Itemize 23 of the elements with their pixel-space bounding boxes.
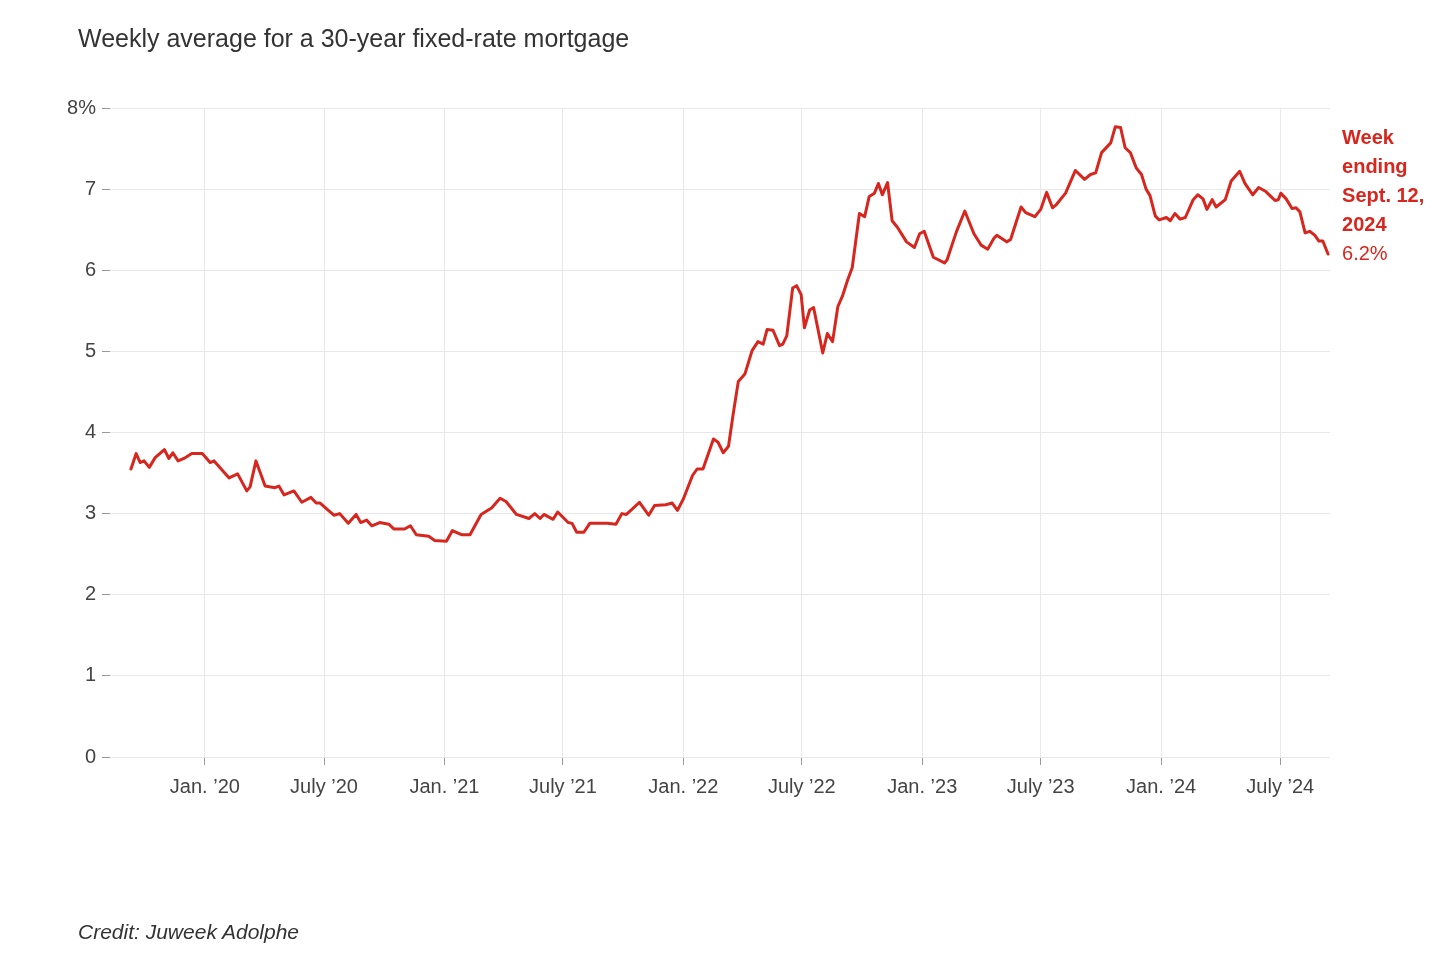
x-tick-label: July ’22 [767, 774, 836, 797]
x-tick-label: July ’24 [1246, 774, 1315, 797]
text: Credit: Juweek Adolphe [78, 920, 300, 944]
x-tick-label: July ’20 [290, 774, 358, 797]
data-label: 6.2% [1342, 241, 1388, 264]
x-tick-label: Jan. ’24 [1126, 774, 1197, 797]
y-tick-label: 0 [84, 744, 96, 767]
x-tick-label: Jan. ’23 [887, 774, 958, 797]
y-tick-label: 4 [84, 420, 96, 443]
y-tick-label: 5 [84, 338, 96, 361]
y-tick-label: 6 [84, 257, 96, 280]
y-tick-label: 2 [84, 582, 96, 605]
y-tick-label: 3 [84, 501, 96, 524]
y-tick-label: 7 [84, 176, 96, 199]
x-tick-label: Jan. ’20 [169, 774, 240, 797]
x-tick-label: July ’21 [529, 774, 597, 797]
x-tick-label: Jan. ’22 [648, 774, 719, 797]
x-tick-label: Jan. ’21 [409, 774, 480, 797]
x-tick-label: July ’23 [1006, 774, 1075, 797]
chart-title: Weekly average for a 30-year fixed-rate mortgage [78, 24, 630, 53]
annotation: Week ending Sept. 12, 2024 [1342, 125, 1425, 235]
y-tick-label: 8% [67, 95, 97, 118]
y-tick-label: 1 [84, 663, 96, 686]
